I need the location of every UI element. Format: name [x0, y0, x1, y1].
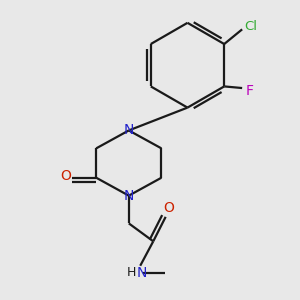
Text: Cl: Cl [244, 20, 257, 33]
Text: O: O [164, 201, 174, 215]
Text: F: F [245, 84, 253, 98]
Text: O: O [60, 169, 71, 183]
Text: H: H [127, 266, 136, 279]
Text: N: N [136, 266, 147, 280]
Text: N: N [124, 123, 134, 137]
Text: N: N [124, 189, 134, 203]
